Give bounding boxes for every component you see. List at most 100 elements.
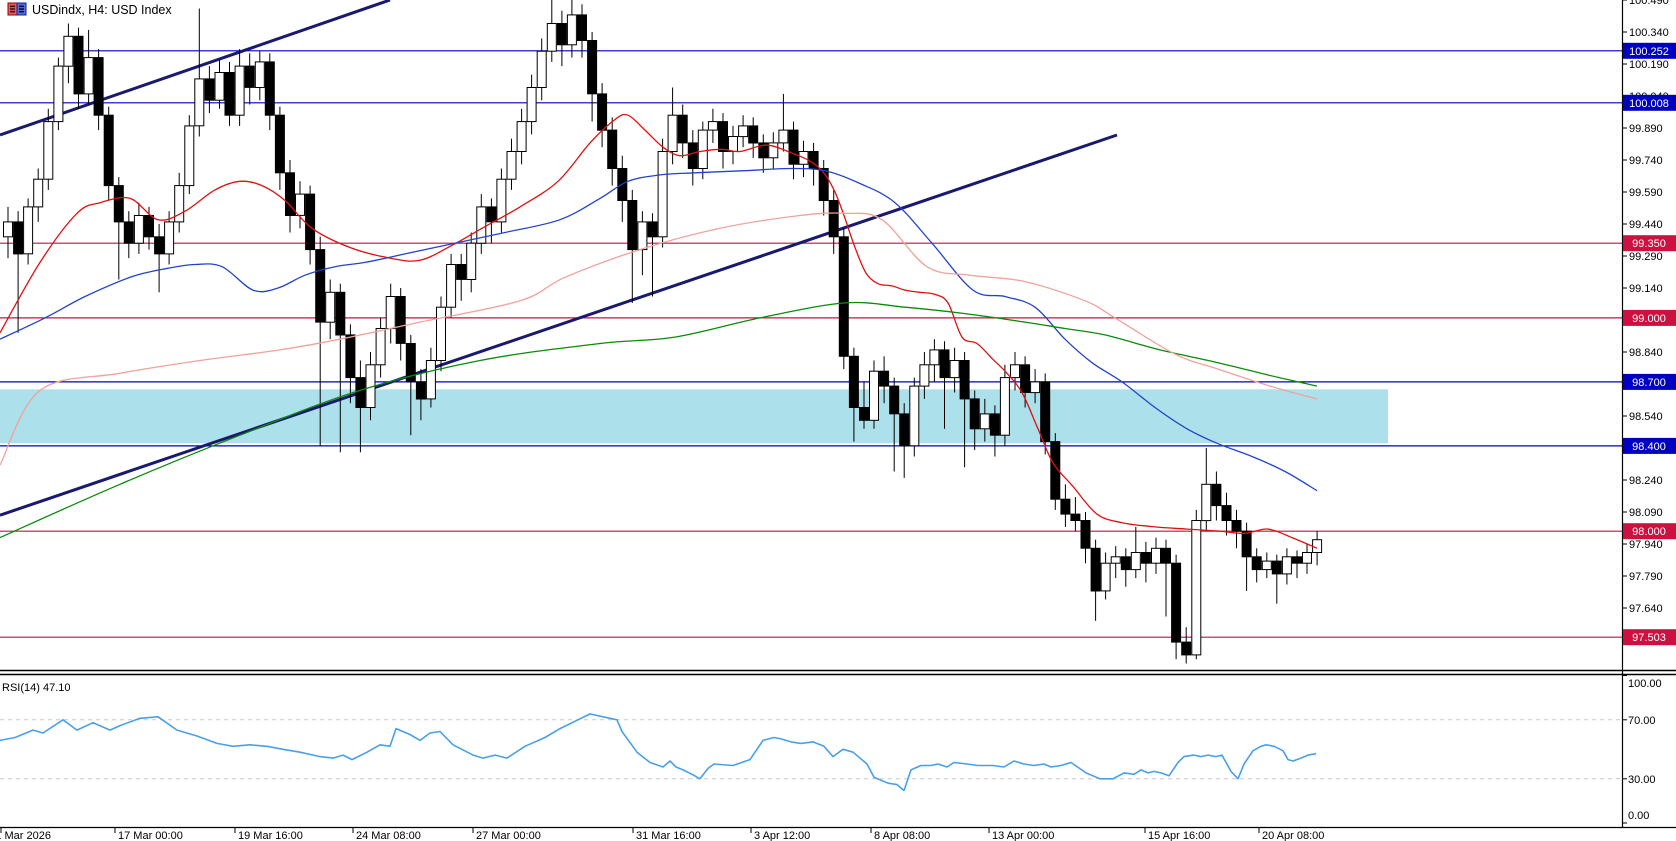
candle xyxy=(224,61,235,126)
candle-body xyxy=(355,377,366,409)
candle-body xyxy=(1090,547,1101,592)
candle xyxy=(446,253,457,318)
candle xyxy=(577,4,587,58)
candle xyxy=(637,211,648,276)
candle-body xyxy=(828,200,839,238)
trendlines xyxy=(0,0,1118,517)
price-badge-label: 99.000 xyxy=(1632,313,1666,325)
candle xyxy=(425,347,436,408)
candle-body xyxy=(486,206,497,223)
candle xyxy=(909,377,920,457)
ma-fast-red xyxy=(0,113,1318,549)
candle xyxy=(1271,554,1282,604)
candle xyxy=(1040,373,1051,455)
candle xyxy=(456,253,467,301)
candle-body xyxy=(1161,547,1171,564)
candle-body xyxy=(1010,364,1020,379)
candle-body xyxy=(3,221,13,238)
candle xyxy=(949,347,960,393)
candle-body xyxy=(506,151,517,180)
candle xyxy=(1070,497,1081,532)
price-badge xyxy=(1623,437,1676,454)
price-axis-area[interactable] xyxy=(1622,0,1676,827)
candle-body xyxy=(53,65,64,123)
candle xyxy=(234,49,245,126)
candle-body xyxy=(405,343,416,383)
candle xyxy=(244,53,255,105)
price-badge-label: 98.700 xyxy=(1632,377,1666,389)
candle-body xyxy=(768,142,779,159)
candle-body xyxy=(949,360,960,379)
candle-body xyxy=(1181,641,1192,656)
price-badge xyxy=(1623,629,1676,646)
main-plot-area[interactable] xyxy=(0,0,1622,670)
candle xyxy=(1161,539,1171,617)
candle-body xyxy=(315,249,326,323)
candle xyxy=(113,177,124,280)
candle-body xyxy=(657,151,668,238)
candle xyxy=(1030,369,1041,404)
candle xyxy=(919,352,930,399)
price-badge xyxy=(1623,42,1676,59)
price-tick-label: 98.090 xyxy=(1629,507,1663,519)
candle xyxy=(466,232,477,293)
candle xyxy=(1292,550,1302,579)
trendline-2 xyxy=(0,133,1118,517)
time-axis-area[interactable] xyxy=(0,827,1676,841)
candle xyxy=(295,181,305,229)
candle xyxy=(556,10,567,67)
candle-body xyxy=(1020,364,1031,393)
candle xyxy=(677,104,688,158)
candle xyxy=(848,347,859,442)
candle-body xyxy=(1201,483,1212,522)
candle-body xyxy=(174,185,185,223)
candle xyxy=(959,352,970,468)
candle xyxy=(526,74,537,135)
candle-body xyxy=(476,206,487,244)
candle-body xyxy=(184,125,195,187)
trendline-1 xyxy=(0,0,391,137)
candle xyxy=(63,23,74,84)
candle xyxy=(647,213,658,297)
candle xyxy=(1171,554,1182,660)
candle-body xyxy=(224,72,235,116)
price-badge-label: 98.400 xyxy=(1632,441,1666,453)
time-tick-label: 24 Mar 08:00 xyxy=(356,830,421,841)
symbol-title: USDindx, H4: USD Index xyxy=(32,3,172,17)
candle-body xyxy=(546,23,557,52)
candle xyxy=(687,130,698,186)
candle-body xyxy=(194,78,205,127)
candle xyxy=(889,377,900,472)
candle-body xyxy=(415,381,426,400)
candle xyxy=(325,279,336,340)
candle xyxy=(1221,492,1232,536)
candle-body xyxy=(436,306,446,362)
candle xyxy=(204,66,215,114)
price-tick-label: 100.490 xyxy=(1629,0,1669,7)
rsi-plot-area[interactable] xyxy=(0,676,1622,827)
candle xyxy=(1201,448,1212,532)
candle-body xyxy=(1302,552,1312,564)
time-tick-label: 27 Mar 00:00 xyxy=(476,830,541,841)
rsi-line xyxy=(0,713,1317,792)
candle-body xyxy=(1221,505,1232,522)
price-badge xyxy=(1623,523,1676,540)
candle-body xyxy=(859,407,869,421)
rsi-tick-label: 0.00 xyxy=(1628,810,1649,822)
candle-body xyxy=(677,114,688,144)
candle xyxy=(929,339,940,382)
price-badge xyxy=(1623,235,1676,252)
time-tick-label: 15 Apr 16:00 xyxy=(1148,830,1210,841)
time-tick-label: 3 Apr 12:00 xyxy=(754,830,810,841)
candle xyxy=(738,115,749,148)
rsi-tick-label: 30.00 xyxy=(1628,774,1656,786)
candle-body xyxy=(113,185,124,223)
candle-body xyxy=(63,35,74,67)
candle-body xyxy=(1050,441,1061,500)
candle-body xyxy=(33,178,44,208)
candle-body xyxy=(607,129,618,170)
ma-mid-blue xyxy=(0,167,1318,492)
candle-body xyxy=(244,65,255,88)
candle xyxy=(607,117,618,186)
